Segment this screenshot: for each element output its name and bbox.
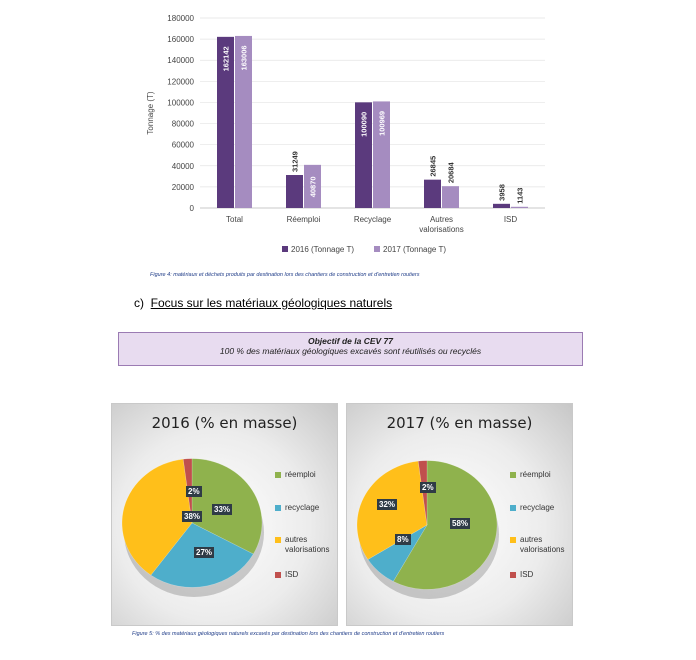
x-tick-label: Recyclage <box>354 215 392 224</box>
y-tick-label: 0 <box>190 204 195 213</box>
y-tick-label: 160000 <box>167 35 194 44</box>
objective-box: Objectif de la CEV 77 100 % des matériau… <box>118 332 583 366</box>
legend-swatch <box>282 246 288 252</box>
bar-data-label: 1143 <box>516 188 525 204</box>
pie-panel-2017: 2017 (% en masse) 32% 2% 58% 8% réemploi… <box>346 403 573 626</box>
x-tick-label: Autres valorisations <box>419 215 463 234</box>
objective-title: Objectif de la CEV 77 <box>307 336 394 346</box>
figure-4-caption: Figure 4: matériaux et déchets produits … <box>150 272 420 278</box>
y-tick-label: 140000 <box>167 56 194 65</box>
bar-2017 <box>442 186 459 208</box>
bar-data-label: 3958 <box>498 184 507 201</box>
bar-data-label: 40870 <box>309 176 318 197</box>
y-tick-label: 40000 <box>172 162 195 171</box>
objective-text: 100 % des matériaux géologiques excavés … <box>219 346 482 356</box>
bar-2016 <box>286 175 303 208</box>
bar-2016 <box>493 203 510 208</box>
bar-2016 <box>217 36 234 208</box>
bar-2017 <box>373 101 390 208</box>
bar-chart: 0 20000 40000 60000 80000 100000 120000 140000 1… <box>146 14 545 254</box>
pie-2017-legend: réemploi recyclage autres valorisations … <box>510 470 572 580</box>
section-heading: c) Focus sur les matériaux géologiques n… <box>134 296 392 310</box>
pie-2017-label-reemploi: 58% <box>450 518 471 529</box>
y-tick-label: 100000 <box>167 98 194 107</box>
bar-data-label: 31249 <box>291 151 300 172</box>
y-tick-label: 60000 <box>172 141 195 150</box>
pie-2016-legend: réemploi recyclage autres valorisations … <box>275 470 337 580</box>
x-tick-label: Total <box>226 215 243 224</box>
pie-2016-label-reemploi: 33% <box>212 504 233 515</box>
bar-data-label: 20684 <box>447 161 456 183</box>
bar-2017 <box>511 206 528 208</box>
y-tick-label: 180000 <box>167 14 194 23</box>
bar-2016 <box>424 179 441 208</box>
pie-2016-label-isd: 2% <box>186 486 202 497</box>
y-tick-label: 80000 <box>172 120 195 129</box>
figure-5-caption: Figure 5: % des matériaux géologiques na… <box>132 631 445 637</box>
pie-2017-label-recyclage: 8% <box>395 534 411 545</box>
bar-2017 <box>235 35 252 208</box>
bar-data-label: 163006 <box>240 45 249 70</box>
y-tick-label: 120000 <box>167 77 194 86</box>
pie-2016-label-recyclage: 27% <box>194 547 215 558</box>
y-tick-label: 20000 <box>172 183 195 192</box>
pie-2016-title: 2016 (% en masse) <box>151 414 298 432</box>
pie-slice-recyclage <box>367 524 428 582</box>
pie-2017-title: 2017 (% en masse) <box>386 414 533 432</box>
bar-data-label: 26845 <box>429 156 438 177</box>
pie-2017-label-isd: 2% <box>420 482 436 493</box>
section-letter: c) <box>134 296 144 310</box>
legend-label: 2016 (Tonnage T) <box>291 245 354 254</box>
bar-2017 <box>304 164 321 208</box>
pie-slice-reemploi <box>392 460 498 590</box>
bar-data-label: 100090 <box>360 112 369 137</box>
bar-data-label: 100969 <box>378 111 387 136</box>
section-title-text: Focus sur les matériaux géologiques natu… <box>150 296 393 310</box>
pie-2016-label-autres: 38% <box>182 511 203 522</box>
x-tick-label: ISD <box>504 215 518 224</box>
pie-panel-2016: 2016 (% en masse) 38% 2% 33% 27% réemplo… <box>111 403 338 626</box>
bar-data-label: 162142 <box>222 46 231 71</box>
legend-swatch <box>374 246 380 252</box>
legend-label: 2017 (Tonnage T) <box>383 245 446 254</box>
pie-2017-label-autres: 32% <box>377 499 398 510</box>
pie-slice-autres <box>121 458 193 576</box>
bar-2016 <box>355 102 372 208</box>
y-axis-label: Tonnage (T) <box>146 91 155 134</box>
x-tick-label: Réemploi <box>287 215 321 224</box>
